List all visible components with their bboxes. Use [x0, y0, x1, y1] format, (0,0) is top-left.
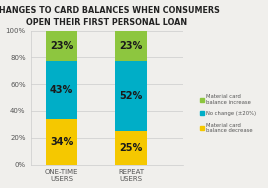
Bar — [116, 131, 147, 164]
Text: 34%: 34% — [50, 137, 73, 147]
Legend: Material card
balance increase, No change (±20%), Material card
balance decrease: Material card balance increase, No chang… — [198, 92, 258, 135]
Bar — [116, 31, 147, 61]
Bar — [46, 61, 77, 119]
Text: 23%: 23% — [50, 41, 73, 51]
Text: 52%: 52% — [120, 91, 143, 101]
Bar — [46, 119, 77, 164]
Text: 25%: 25% — [120, 143, 143, 153]
Bar — [46, 31, 77, 61]
Text: 43%: 43% — [50, 85, 73, 95]
Bar — [116, 61, 147, 131]
Text: 23%: 23% — [120, 41, 143, 51]
Title: CHANGES TO CARD BALANCES WHEN CONSUMERS
OPEN THEIR FIRST PERSONAL LOAN: CHANGES TO CARD BALANCES WHEN CONSUMERS … — [0, 6, 220, 27]
